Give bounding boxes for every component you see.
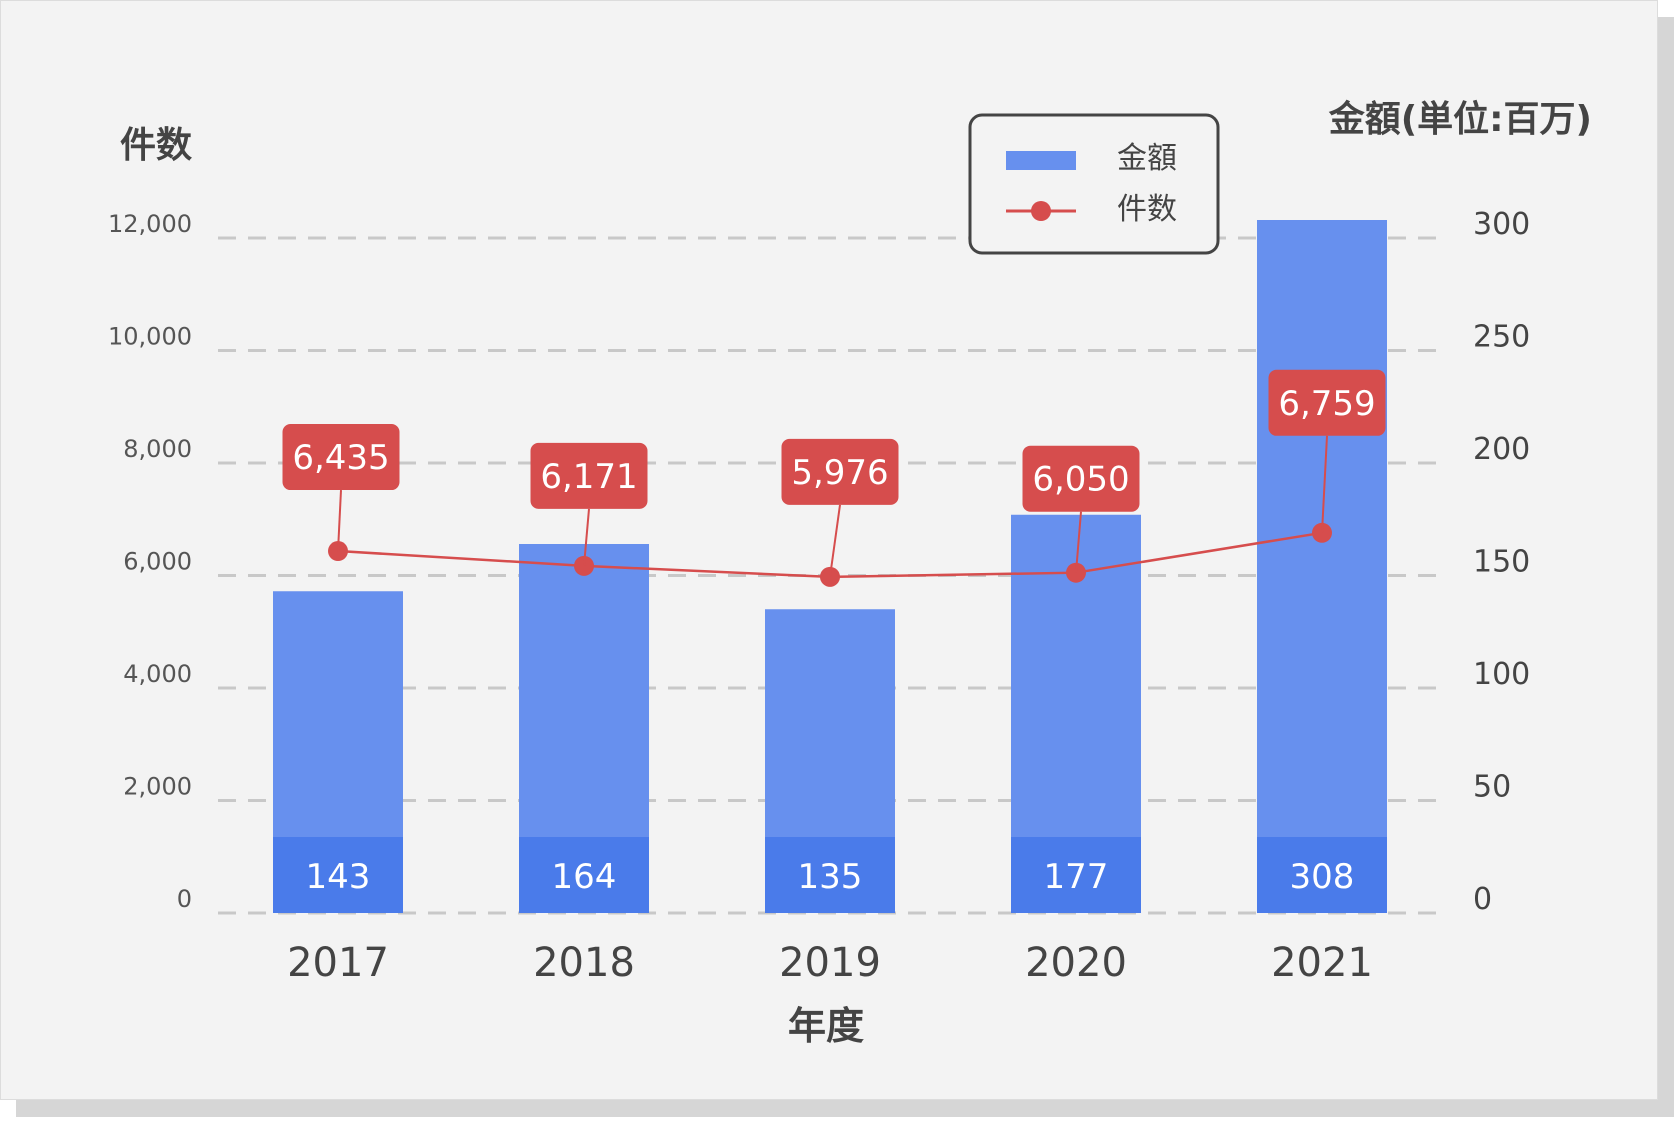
callout-box xyxy=(781,438,899,505)
right-tick-label: 300 xyxy=(1473,207,1530,242)
right-tick-label: 250 xyxy=(1473,320,1530,355)
callout-label: 6,759 xyxy=(1278,384,1375,424)
category-label: 2020 xyxy=(1025,940,1127,986)
left-axis-ticks: 0 2,000 4,000 6,000 8,000 10,000 12,000 xyxy=(108,210,192,913)
callout-leader xyxy=(1075,511,1082,573)
right-tick-label: 150 xyxy=(1473,545,1530,580)
left-tick-label: 10,000 xyxy=(108,323,192,351)
left-tick-label: 4,000 xyxy=(123,660,192,688)
left-tick-label: 6,000 xyxy=(123,548,192,576)
category-labels: 2017 2018 2019 2020 2021 xyxy=(287,940,1373,986)
bar-value-label: 143 xyxy=(306,857,371,897)
callout-label: 6,050 xyxy=(1032,460,1129,500)
left-tick-label: 12,000 xyxy=(108,210,192,238)
bar-series xyxy=(273,220,1387,913)
line-series xyxy=(328,522,1332,587)
bar-label-band xyxy=(519,837,649,913)
callout-leader xyxy=(337,489,342,552)
category-label: 2019 xyxy=(779,940,881,986)
bar-label-band xyxy=(1257,837,1387,913)
legend: 金額 件数 xyxy=(968,113,1220,255)
bar-value-labels: 143 164 135 177 308 xyxy=(273,837,1387,913)
legend-swatch-amount xyxy=(1006,151,1076,170)
line-value-callouts: 6,435 6,171 5,976 6,050 6,759 xyxy=(282,369,1386,577)
legend-box xyxy=(968,113,1220,255)
bar-value-label: 135 xyxy=(798,857,863,897)
right-tick-label: 0 xyxy=(1473,882,1492,917)
callout-label: 6,171 xyxy=(540,457,637,497)
callout-box xyxy=(1022,445,1140,512)
left-axis-title: 件数 xyxy=(120,125,192,166)
bar-value-label: 308 xyxy=(1290,857,1355,897)
callout-box xyxy=(1268,369,1386,436)
bar-value-label: 177 xyxy=(1044,857,1109,897)
callout-leader xyxy=(1321,435,1328,533)
bar-label-band xyxy=(1011,837,1141,913)
right-axis-ticks: 0 50 100 150 200 250 300 xyxy=(1473,207,1530,917)
right-tick-label: 100 xyxy=(1473,657,1530,692)
left-tick-label: 2,000 xyxy=(123,773,192,801)
legend-swatch-count-marker xyxy=(1031,201,1051,221)
right-tick-label: 50 xyxy=(1473,770,1511,805)
left-tick-label: 0 xyxy=(177,885,192,913)
right-tick-label: 200 xyxy=(1473,432,1530,467)
callout-label: 6,435 xyxy=(292,438,389,478)
bar-label-band xyxy=(273,837,403,913)
callout-box xyxy=(282,424,400,491)
callout-leader xyxy=(829,504,841,577)
callout-label: 5,976 xyxy=(791,453,888,493)
bar-label-band xyxy=(765,837,895,913)
category-label: 2017 xyxy=(287,940,389,986)
right-axis-title: 金額(単位:百万) xyxy=(1328,98,1592,140)
callout-leader xyxy=(583,508,590,566)
left-tick-label: 8,000 xyxy=(123,435,192,463)
callout-box xyxy=(530,442,648,509)
legend-label-count: 件数 xyxy=(1117,192,1177,227)
bar-value-label: 164 xyxy=(552,857,617,897)
category-label: 2018 xyxy=(533,940,635,986)
bar xyxy=(1257,220,1387,913)
legend-label-amount: 金額 xyxy=(1117,141,1177,176)
category-label: 2021 xyxy=(1271,940,1373,986)
x-axis-title: 年度 xyxy=(788,1004,864,1048)
